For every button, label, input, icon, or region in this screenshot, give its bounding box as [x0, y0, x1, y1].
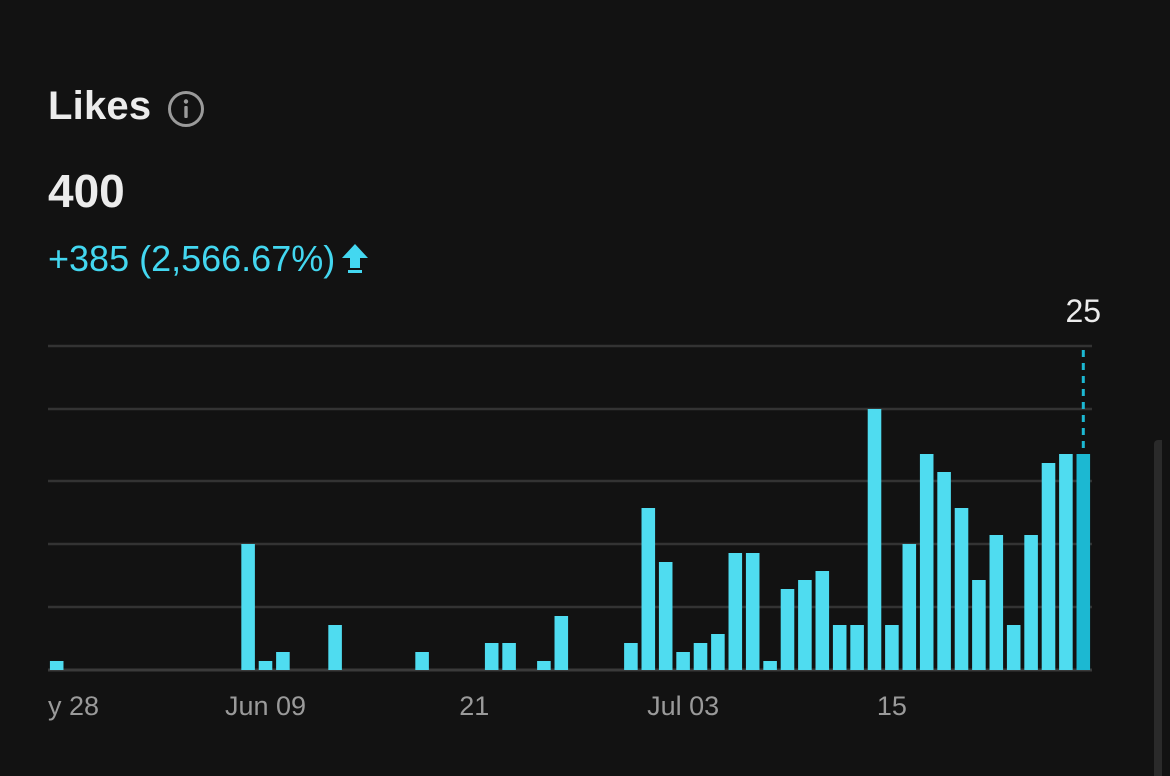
bar[interactable]	[989, 535, 1004, 670]
arrow-up-icon	[341, 242, 369, 276]
bar[interactable]	[328, 625, 342, 670]
bar[interactable]	[728, 553, 743, 670]
x-tick-label: 15	[877, 691, 907, 721]
bar[interactable]	[919, 454, 934, 670]
x-tick-label: y 28	[48, 691, 99, 721]
bar[interactable]	[676, 652, 690, 670]
bar[interactable]	[954, 508, 969, 670]
bar[interactable]	[763, 661, 777, 670]
bar[interactable]	[902, 544, 917, 670]
x-tick-label: Jul 03	[647, 691, 719, 721]
highlight-value-label: 25	[1066, 293, 1102, 329]
change-text: +385 (2,566.67%)	[48, 238, 336, 279]
bar[interactable]	[745, 553, 760, 670]
change-indicator: +385 (2,566.67%)	[48, 238, 369, 280]
bar[interactable]	[624, 643, 638, 670]
bar[interactable]	[815, 571, 830, 670]
info-circle-icon[interactable]	[167, 90, 205, 128]
bar[interactable]	[1059, 454, 1073, 670]
scrollbar-track[interactable]	[1154, 440, 1162, 776]
bar[interactable]	[693, 643, 708, 670]
bar[interactable]	[1024, 535, 1038, 670]
bar[interactable]	[1006, 625, 1021, 670]
bar[interactable]	[780, 589, 795, 670]
bar[interactable]	[641, 508, 656, 670]
bar[interactable]	[1041, 463, 1056, 670]
bar[interactable]	[658, 562, 673, 670]
bar[interactable]	[258, 661, 273, 670]
bar[interactable]	[711, 634, 725, 670]
chart-header: Likes	[48, 84, 205, 129]
bar[interactable]	[850, 625, 864, 670]
bar[interactable]	[537, 661, 551, 670]
bar[interactable]	[867, 409, 882, 670]
bar[interactable]	[276, 652, 290, 670]
bar[interactable]	[502, 643, 516, 670]
bar[interactable]	[885, 625, 899, 670]
bar[interactable]	[484, 643, 499, 670]
bar[interactable]	[415, 652, 429, 670]
chart-title: Likes	[48, 84, 152, 128]
x-tick-label: Jun 09	[225, 691, 306, 721]
bar[interactable]	[241, 544, 255, 670]
total-value: 400	[48, 165, 125, 217]
likes-bar-chart[interactable]: 25 y 28 Jun 09 21 Jul 03 15	[0, 280, 1170, 776]
bar[interactable]	[937, 472, 951, 670]
x-tick-label: 21	[459, 691, 489, 721]
bar[interactable]	[972, 580, 986, 670]
bar[interactable]	[798, 580, 812, 670]
bar[interactable]	[554, 616, 569, 670]
bar[interactable]	[1076, 454, 1091, 670]
bar[interactable]	[49, 661, 64, 670]
bar[interactable]	[832, 625, 847, 670]
